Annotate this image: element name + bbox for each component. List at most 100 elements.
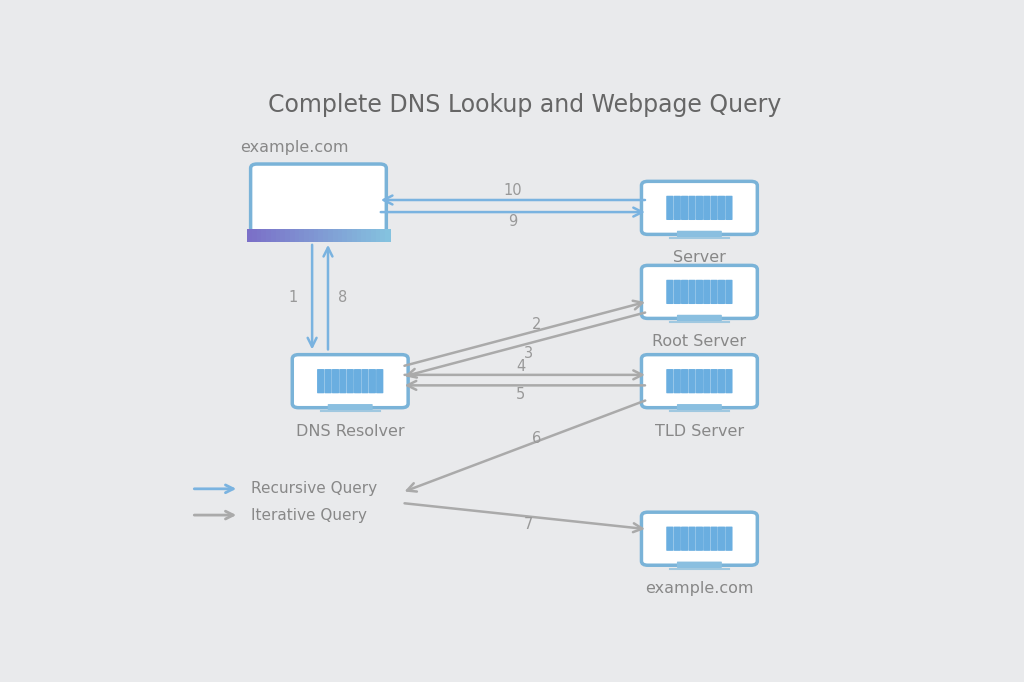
- FancyBboxPatch shape: [681, 196, 688, 220]
- FancyBboxPatch shape: [718, 196, 725, 220]
- FancyBboxPatch shape: [711, 196, 718, 220]
- Text: Server: Server: [673, 250, 726, 265]
- FancyBboxPatch shape: [703, 196, 711, 220]
- FancyBboxPatch shape: [688, 196, 695, 220]
- FancyBboxPatch shape: [261, 228, 267, 241]
- Text: 2: 2: [532, 317, 542, 332]
- FancyBboxPatch shape: [641, 355, 758, 408]
- FancyBboxPatch shape: [695, 280, 703, 304]
- FancyBboxPatch shape: [333, 228, 338, 241]
- FancyBboxPatch shape: [247, 228, 253, 241]
- FancyBboxPatch shape: [275, 228, 282, 241]
- Text: Recursive Query: Recursive Query: [251, 481, 377, 496]
- FancyBboxPatch shape: [695, 196, 703, 220]
- FancyBboxPatch shape: [688, 369, 695, 394]
- FancyBboxPatch shape: [328, 404, 373, 411]
- FancyBboxPatch shape: [380, 228, 386, 241]
- FancyBboxPatch shape: [338, 228, 343, 241]
- FancyBboxPatch shape: [667, 527, 674, 551]
- FancyBboxPatch shape: [677, 315, 722, 321]
- FancyBboxPatch shape: [299, 228, 305, 241]
- FancyBboxPatch shape: [347, 228, 352, 241]
- FancyBboxPatch shape: [711, 369, 718, 394]
- FancyBboxPatch shape: [688, 280, 695, 304]
- Text: 8: 8: [338, 290, 347, 305]
- FancyBboxPatch shape: [677, 561, 722, 568]
- Text: 7: 7: [524, 516, 534, 531]
- Text: 3: 3: [524, 346, 534, 361]
- FancyBboxPatch shape: [281, 228, 286, 241]
- FancyBboxPatch shape: [318, 228, 324, 241]
- FancyBboxPatch shape: [681, 280, 688, 304]
- FancyBboxPatch shape: [266, 228, 271, 241]
- FancyBboxPatch shape: [317, 369, 325, 394]
- FancyBboxPatch shape: [725, 369, 732, 394]
- FancyBboxPatch shape: [695, 369, 703, 394]
- FancyBboxPatch shape: [251, 164, 386, 233]
- FancyBboxPatch shape: [352, 228, 357, 241]
- FancyBboxPatch shape: [695, 527, 703, 551]
- FancyBboxPatch shape: [376, 369, 383, 394]
- FancyBboxPatch shape: [304, 228, 309, 241]
- FancyBboxPatch shape: [328, 228, 334, 241]
- FancyBboxPatch shape: [356, 228, 362, 241]
- FancyBboxPatch shape: [324, 228, 329, 241]
- FancyBboxPatch shape: [339, 369, 346, 394]
- FancyBboxPatch shape: [718, 280, 725, 304]
- Text: example.com: example.com: [645, 581, 754, 596]
- FancyBboxPatch shape: [674, 280, 681, 304]
- FancyBboxPatch shape: [711, 527, 718, 551]
- FancyBboxPatch shape: [688, 527, 695, 551]
- FancyBboxPatch shape: [641, 265, 758, 318]
- FancyBboxPatch shape: [667, 369, 674, 394]
- Text: example.com: example.com: [241, 140, 349, 155]
- Text: Root Server: Root Server: [652, 334, 746, 349]
- FancyBboxPatch shape: [674, 527, 681, 551]
- FancyBboxPatch shape: [703, 527, 711, 551]
- FancyBboxPatch shape: [711, 280, 718, 304]
- FancyBboxPatch shape: [342, 228, 348, 241]
- FancyBboxPatch shape: [313, 228, 319, 241]
- FancyBboxPatch shape: [677, 404, 722, 411]
- FancyBboxPatch shape: [674, 369, 681, 394]
- FancyBboxPatch shape: [718, 527, 725, 551]
- FancyBboxPatch shape: [292, 355, 409, 408]
- Text: Iterative Query: Iterative Query: [251, 507, 367, 522]
- Text: 9: 9: [508, 213, 517, 228]
- FancyBboxPatch shape: [674, 196, 681, 220]
- FancyBboxPatch shape: [325, 369, 332, 394]
- Text: 5: 5: [516, 387, 525, 402]
- FancyBboxPatch shape: [361, 369, 369, 394]
- FancyBboxPatch shape: [703, 369, 711, 394]
- Text: 6: 6: [532, 432, 542, 447]
- FancyBboxPatch shape: [667, 280, 674, 304]
- Text: 1: 1: [289, 290, 298, 305]
- FancyBboxPatch shape: [270, 228, 276, 241]
- FancyBboxPatch shape: [346, 369, 354, 394]
- FancyBboxPatch shape: [677, 231, 722, 237]
- Text: 10: 10: [504, 183, 522, 198]
- Text: DNS Resolver: DNS Resolver: [296, 424, 404, 439]
- FancyBboxPatch shape: [371, 228, 377, 241]
- Text: 4: 4: [516, 359, 525, 374]
- FancyBboxPatch shape: [385, 228, 391, 241]
- FancyBboxPatch shape: [354, 369, 361, 394]
- FancyBboxPatch shape: [641, 181, 758, 235]
- FancyBboxPatch shape: [295, 228, 300, 241]
- FancyBboxPatch shape: [369, 369, 376, 394]
- Text: Complete DNS Lookup and Webpage Query: Complete DNS Lookup and Webpage Query: [268, 93, 781, 117]
- FancyBboxPatch shape: [367, 228, 372, 241]
- FancyBboxPatch shape: [290, 228, 296, 241]
- FancyBboxPatch shape: [718, 369, 725, 394]
- Text: TLD Server: TLD Server: [654, 424, 744, 439]
- FancyBboxPatch shape: [257, 228, 262, 241]
- FancyBboxPatch shape: [725, 280, 732, 304]
- FancyBboxPatch shape: [681, 369, 688, 394]
- FancyBboxPatch shape: [667, 196, 674, 220]
- FancyBboxPatch shape: [285, 228, 291, 241]
- FancyBboxPatch shape: [252, 228, 257, 241]
- FancyBboxPatch shape: [332, 369, 339, 394]
- FancyBboxPatch shape: [309, 228, 314, 241]
- FancyBboxPatch shape: [725, 196, 732, 220]
- FancyBboxPatch shape: [361, 228, 367, 241]
